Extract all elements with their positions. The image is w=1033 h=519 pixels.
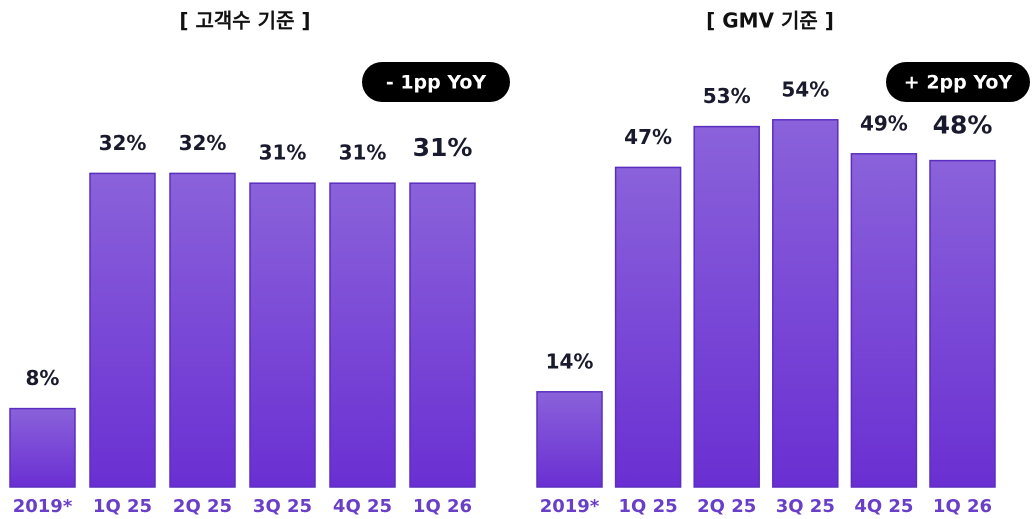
bar — [249, 182, 316, 488]
x-tick-label: 2019* — [540, 496, 600, 517]
x-tick-label: 1Q 26 — [413, 496, 472, 517]
x-tick-label: 1Q 26 — [933, 496, 992, 517]
value-label: 14% — [546, 349, 594, 373]
value-label: 49% — [860, 111, 908, 135]
badge — [886, 62, 1030, 102]
value-label: 47% — [624, 125, 672, 149]
bar — [929, 159, 996, 488]
x-tick-label: 2Q 25 — [697, 496, 756, 517]
x-tick-label: 4Q 25 — [854, 496, 913, 517]
bar — [409, 182, 476, 488]
chart-title: [ GMV 기준 ] — [706, 9, 834, 33]
value-label: 31% — [339, 141, 387, 165]
badge-label: - 1pp YoY — [386, 72, 487, 94]
bar — [693, 125, 760, 488]
bar — [536, 391, 603, 488]
value-label: 32% — [179, 131, 227, 155]
x-tick-label: 2Q 25 — [173, 496, 232, 517]
x-tick-label: 1Q 25 — [93, 496, 152, 517]
bar — [169, 172, 236, 488]
value-label: 54% — [781, 77, 829, 101]
value-label: 31% — [259, 141, 307, 165]
value-label: 48% — [933, 111, 993, 140]
bar — [772, 119, 839, 488]
bar — [850, 153, 918, 488]
chart-title: [ 고객수 기준 ] — [179, 9, 310, 33]
value-label: 31% — [413, 133, 473, 162]
bar — [9, 407, 76, 488]
bar — [614, 166, 682, 488]
x-tick-label: 1Q 25 — [619, 496, 678, 517]
value-label: 53% — [703, 84, 751, 108]
bar — [329, 182, 396, 488]
x-tick-label: 2019* — [13, 496, 73, 517]
badge-label: + 2pp YoY — [904, 72, 1013, 94]
badge — [362, 62, 510, 102]
x-tick-label: 4Q 25 — [333, 496, 392, 517]
bar — [89, 172, 156, 488]
x-tick-label: 3Q 25 — [776, 496, 835, 517]
value-label: 8% — [26, 366, 60, 390]
x-tick-label: 3Q 25 — [253, 496, 312, 517]
value-label: 32% — [99, 131, 147, 155]
